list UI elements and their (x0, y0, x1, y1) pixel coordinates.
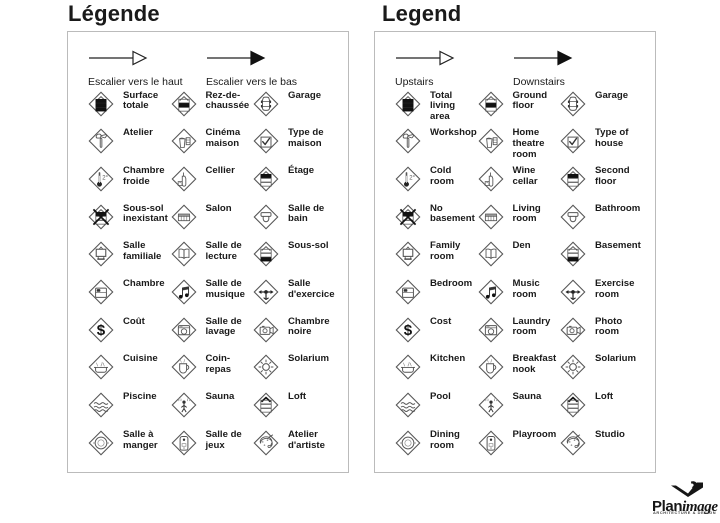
svg-text:2°: 2° (102, 175, 108, 181)
svg-text:2°: 2° (409, 175, 415, 181)
svg-text:$: $ (404, 322, 413, 339)
svg-text:$: $ (97, 322, 106, 339)
